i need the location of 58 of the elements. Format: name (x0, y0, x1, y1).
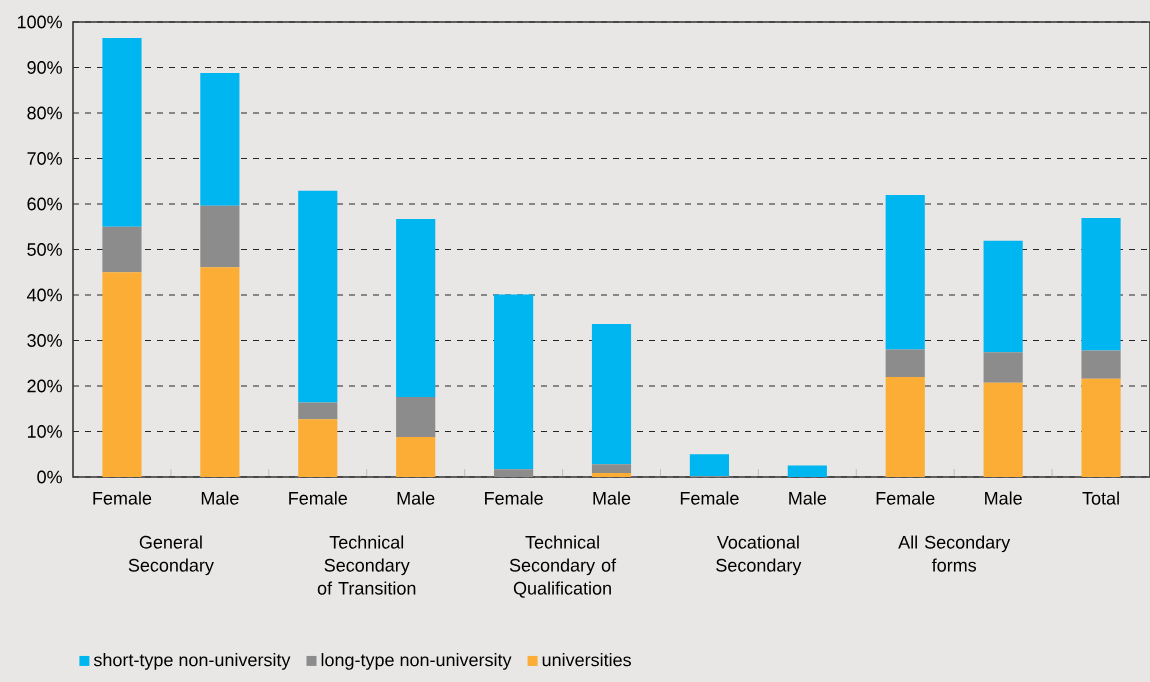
text: Technical Secondary of Transition (317, 535, 416, 595)
bar (591, 324, 632, 465)
bar (494, 294, 534, 470)
y-tick-label: 90% (27, 61, 62, 74)
bar (591, 464, 632, 473)
bar (787, 465, 827, 477)
y-tick-label: 20% (27, 379, 62, 393)
y-tick-label: 10% (27, 425, 62, 438)
bar (298, 190, 338, 403)
y-tick-label: 60% (27, 197, 62, 211)
bar (885, 194, 925, 350)
x-tick-label: Total (1082, 491, 1119, 505)
y-tick-label: 40% (26, 288, 62, 302)
bar (591, 472, 632, 477)
text: Technical Secondary of Qualification (509, 535, 617, 598)
x-tick-label: Female (289, 491, 347, 505)
bar (396, 219, 436, 397)
x-tick-label: Male (201, 491, 239, 505)
y-tick-label: 80% (27, 106, 62, 120)
legend-label: short-type non-university (93, 653, 291, 670)
y-tick-label: 70% (27, 152, 62, 165)
bar (200, 72, 240, 206)
bar (298, 402, 338, 420)
bar (1081, 218, 1121, 351)
bar (885, 349, 925, 377)
bar (102, 37, 142, 227)
x-tick-label: Female (485, 491, 543, 505)
y-tick-label: 30% (27, 334, 62, 347)
bar (102, 272, 142, 477)
x-tick-label: Male (985, 491, 1022, 505)
bar (200, 267, 240, 477)
text: Vocational Secondary (716, 535, 802, 576)
bar (885, 376, 925, 477)
legend-label: long-type non-university (321, 653, 512, 670)
x-tick-label: Male (593, 491, 631, 505)
bar (396, 396, 436, 437)
x-tick-label: Female (680, 491, 739, 505)
bar (983, 240, 1023, 353)
y-tick-label: 50% (27, 243, 62, 256)
bar (983, 382, 1023, 477)
text: General Secondary (128, 535, 214, 576)
x-tick-label: Female (93, 491, 152, 505)
bar (102, 226, 142, 273)
x-tick-label: Female (876, 491, 935, 505)
bar (1081, 350, 1121, 379)
bar (689, 454, 729, 477)
bar (983, 352, 1023, 383)
bar (200, 205, 240, 268)
bar (1081, 378, 1121, 477)
x-tick-label: Male (397, 491, 435, 505)
x-tick-label: Male (789, 491, 827, 505)
y-tick-label: 100% (17, 15, 62, 29)
bar (494, 469, 534, 477)
y-tick-label: 0% (37, 470, 62, 484)
text: All Secondary forms (898, 535, 1011, 572)
legend-label: universities (542, 653, 631, 667)
bar (396, 436, 436, 477)
bar (298, 419, 338, 477)
